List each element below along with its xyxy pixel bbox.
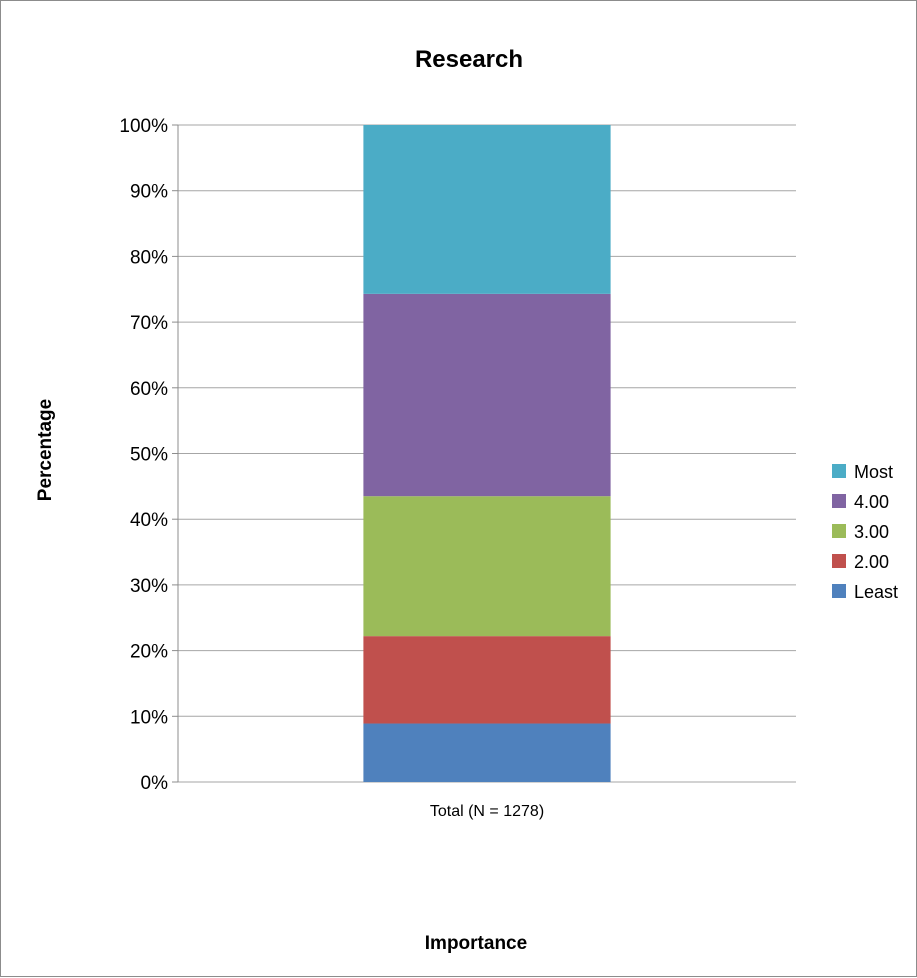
legend-label: 4.00 <box>854 492 889 512</box>
x-tick-labels: Total (N = 1278) <box>430 803 544 820</box>
y-axis-title: Percentage <box>35 399 56 501</box>
y-tick-label: 90% <box>130 182 168 203</box>
legend-swatch <box>832 464 846 478</box>
bar-segment <box>363 293 611 497</box>
bar-segment <box>363 496 611 637</box>
y-tick-label: 70% <box>130 313 168 334</box>
bar-segment <box>363 125 611 294</box>
legend-label: 3.00 <box>854 522 889 542</box>
legend-swatch <box>832 554 846 568</box>
y-tick-label: 0% <box>141 773 169 794</box>
x-tick-label: Total (N = 1278) <box>430 803 544 820</box>
legend: Most 4.00 3.00 2.00 Least <box>832 462 898 602</box>
legend-label: Most <box>854 462 893 482</box>
y-tick-labels: 0% 10% 20% 30% 40% 50% 60% 70% 80% 90% 100% <box>119 116 168 794</box>
bar-segments <box>363 125 611 782</box>
legend-label: 2.00 <box>854 552 889 572</box>
legend-swatch <box>832 494 846 508</box>
y-tick-label: 20% <box>130 642 168 663</box>
chart-title: Research <box>415 46 523 73</box>
y-tick-label: 50% <box>130 445 168 466</box>
y-tick-label: 60% <box>130 379 168 400</box>
bar-segment <box>363 636 611 724</box>
y-tick-label: 10% <box>130 707 168 728</box>
y-tick-label: 40% <box>130 510 168 531</box>
x-axis-title: Importance <box>425 933 527 954</box>
legend-swatch <box>832 584 846 598</box>
legend-swatch <box>832 524 846 538</box>
y-tick-label: 100% <box>119 116 168 137</box>
bar-segment <box>363 723 611 782</box>
y-tick-label: 30% <box>130 576 168 597</box>
y-tick-label: 80% <box>130 247 168 268</box>
legend-label: Least <box>854 582 898 602</box>
